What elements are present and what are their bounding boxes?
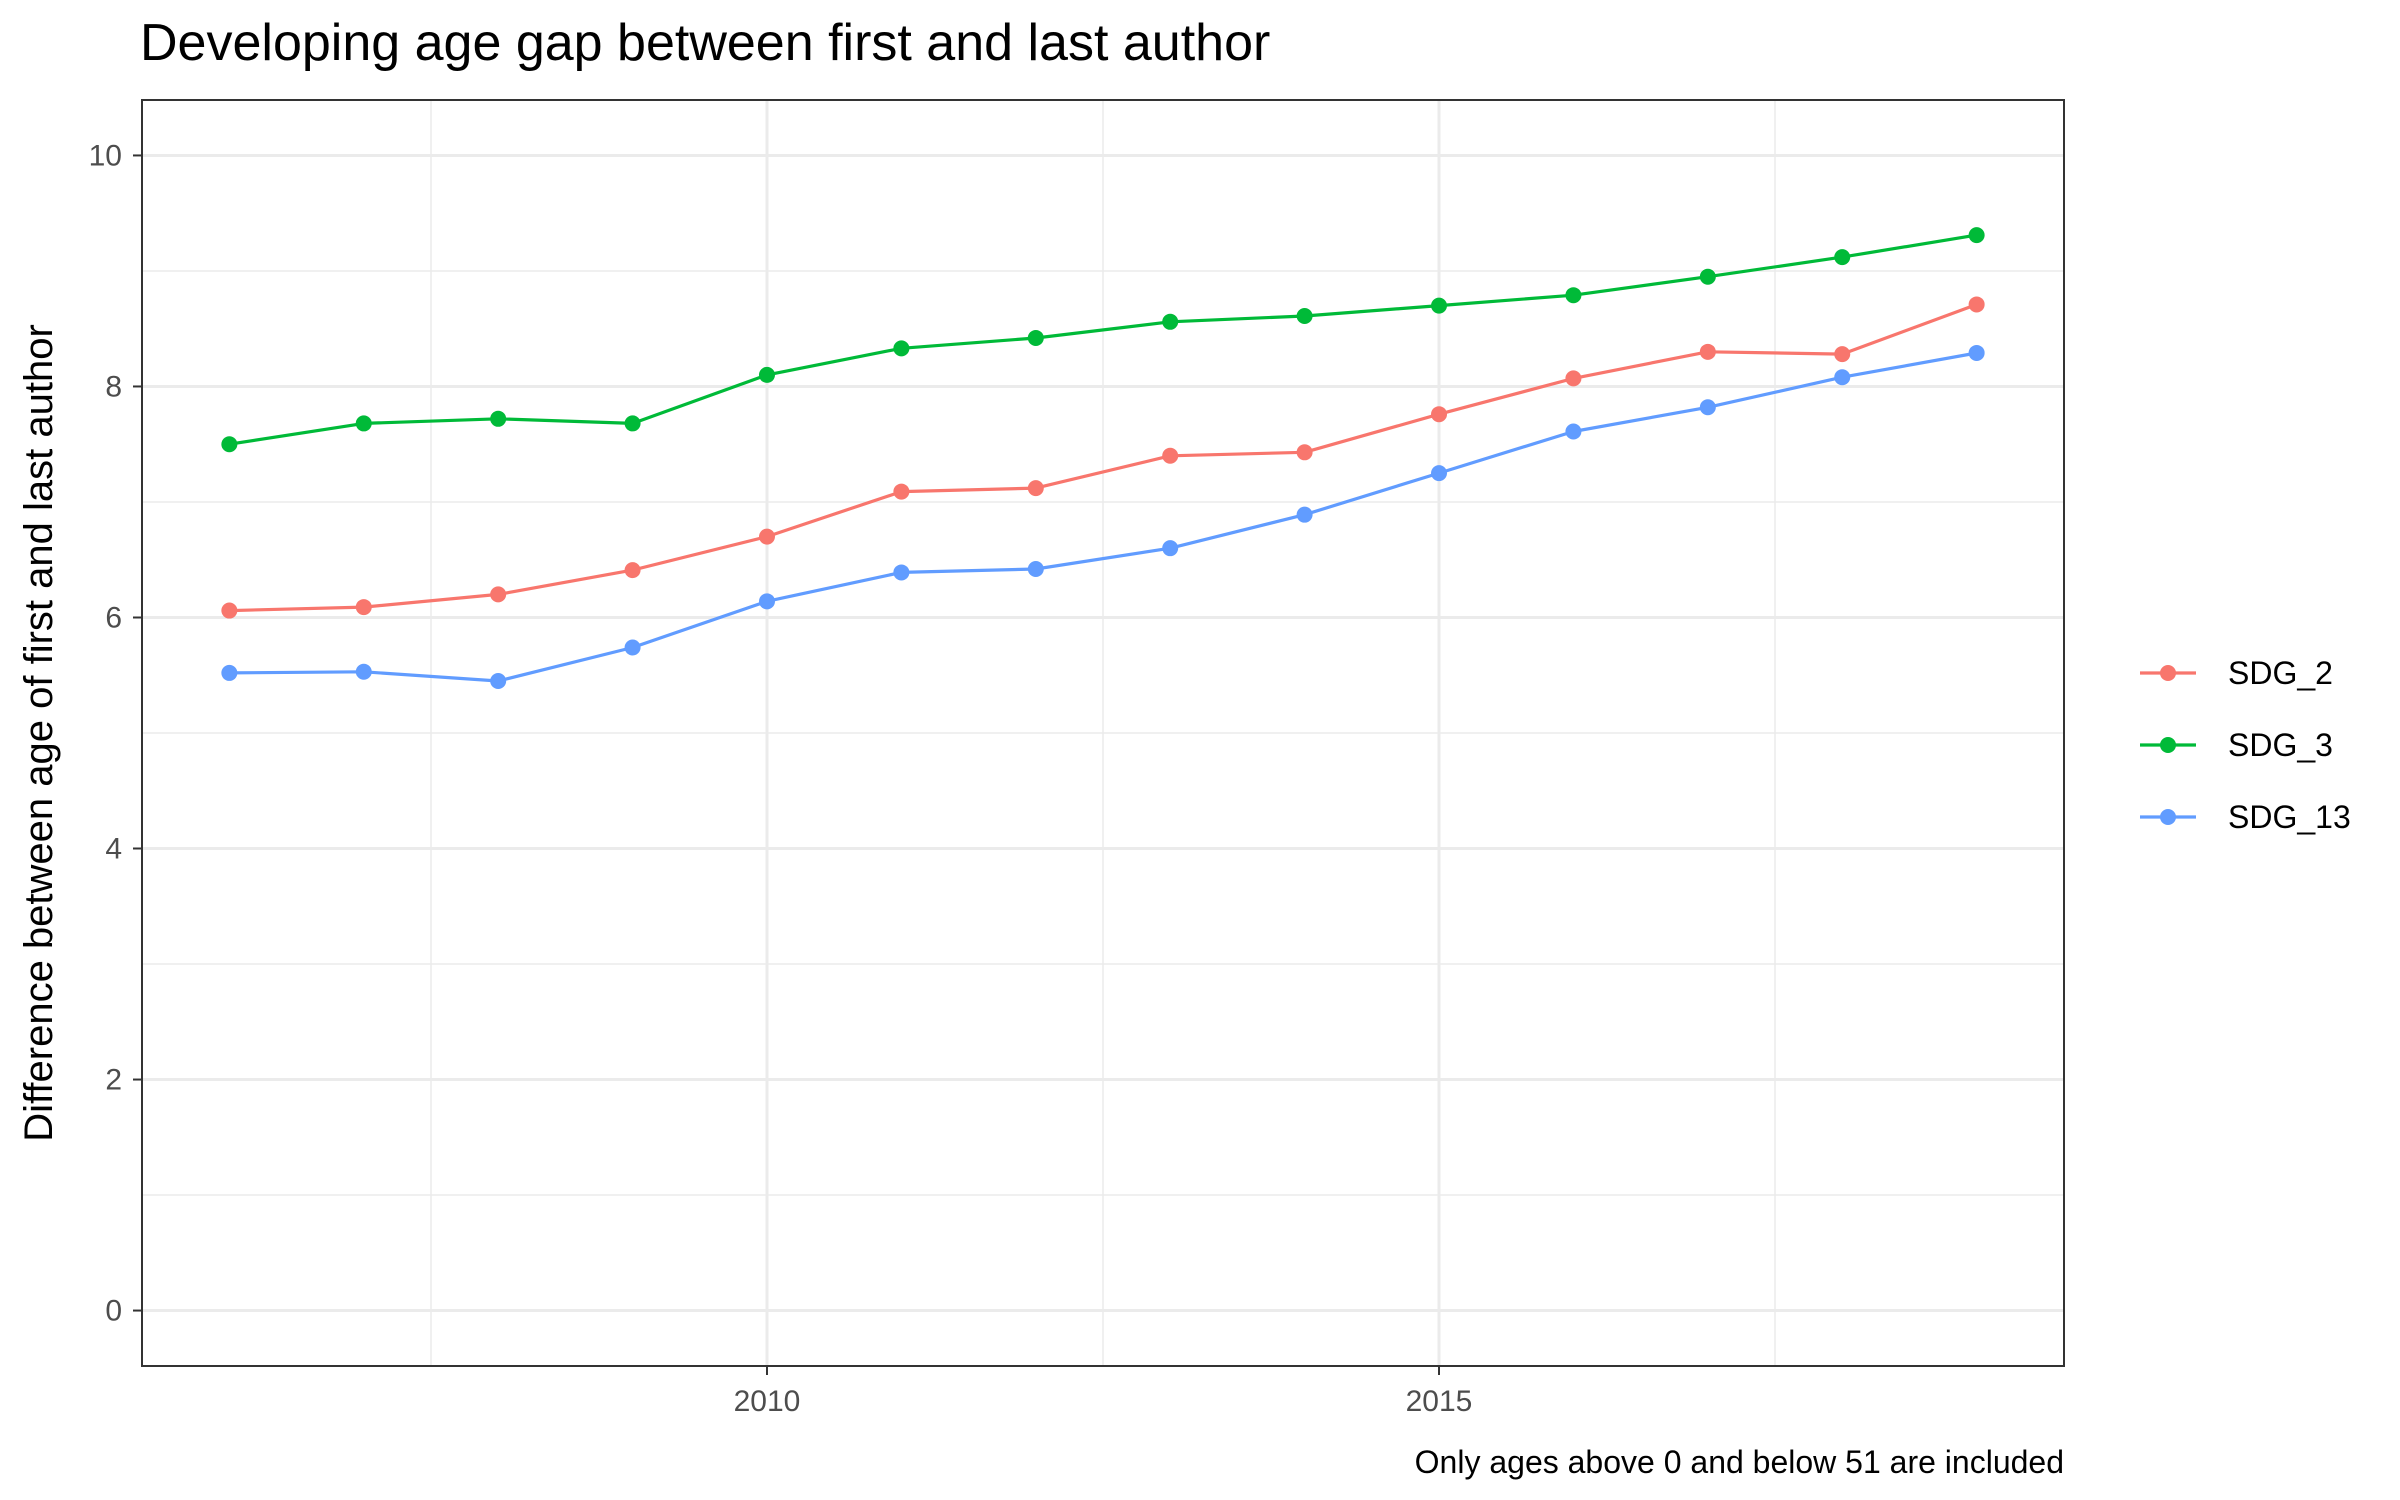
data-point [1431,297,1448,314]
data-point [1699,399,1716,416]
data-point [1968,296,1985,313]
data-point [1162,447,1179,464]
data-point [490,673,507,690]
data-point [758,593,775,610]
y-axis-title: Difference between age of first and last… [17,324,61,1142]
data-point [490,410,507,427]
data-point [221,602,238,619]
legend-key-point [2160,665,2176,681]
y-tick-label: 6 [105,601,122,634]
data-point [1162,540,1179,557]
data-point [1968,227,1985,244]
legend-label: SDG_3 [2228,727,2333,763]
data-point [624,639,641,656]
legend-label: SDG_13 [2228,799,2351,835]
data-point [893,564,910,581]
data-point [1296,444,1313,461]
series-line-sdg-3 [229,233,1977,446]
data-point [221,436,238,453]
data-point [1027,329,1044,346]
data-point [1834,346,1851,363]
legend: SDG_2 SDG_3 SDG_13 [2140,655,2351,835]
data-point [1431,406,1448,423]
plot-border [141,99,2065,1367]
data-point [1834,249,1851,266]
data-point [624,415,641,432]
chart-title: Developing age gap between first and las… [140,14,1270,72]
x-tick-label: 2015 [1406,1385,1473,1418]
data-point [758,366,775,383]
data-point [355,663,372,680]
y-tick-label: 10 [89,139,122,172]
data-point [1565,287,1582,304]
data-point [1162,313,1179,330]
data-point [1968,344,1985,361]
y-tick-label: 8 [105,370,122,403]
y-tick-label: 0 [105,1295,122,1328]
data-point [1296,308,1313,325]
data-point [893,483,910,500]
data-point [490,586,507,603]
data-point [1565,423,1582,440]
data-point [1027,560,1044,577]
data-point [1834,369,1851,386]
data-point [624,562,641,579]
data-point [1699,343,1716,360]
series-line-sdg-2 [229,302,1978,613]
y-tick-label: 4 [105,833,122,866]
legend-key-point [2160,809,2176,825]
data-point [355,599,372,616]
data-point [221,664,238,681]
data-point [1699,268,1716,285]
data-point [893,340,910,357]
x-tick-label: 2010 [734,1385,801,1418]
data-point [1431,465,1448,482]
data-point [758,528,775,545]
plot-area: 2010 2015 0 2 4 6 8 10 [89,99,2065,1418]
legend-key-point [2160,737,2176,753]
data-point [1296,506,1313,523]
data-point [1027,480,1044,497]
y-tick-label: 2 [105,1064,122,1097]
data-point [355,415,372,432]
legend-label: SDG_2 [2228,655,2333,691]
data-point [1565,370,1582,387]
chart-caption: Only ages above 0 and below 51 are inclu… [1415,1444,2064,1480]
series-line-sdg-13 [229,351,1977,683]
